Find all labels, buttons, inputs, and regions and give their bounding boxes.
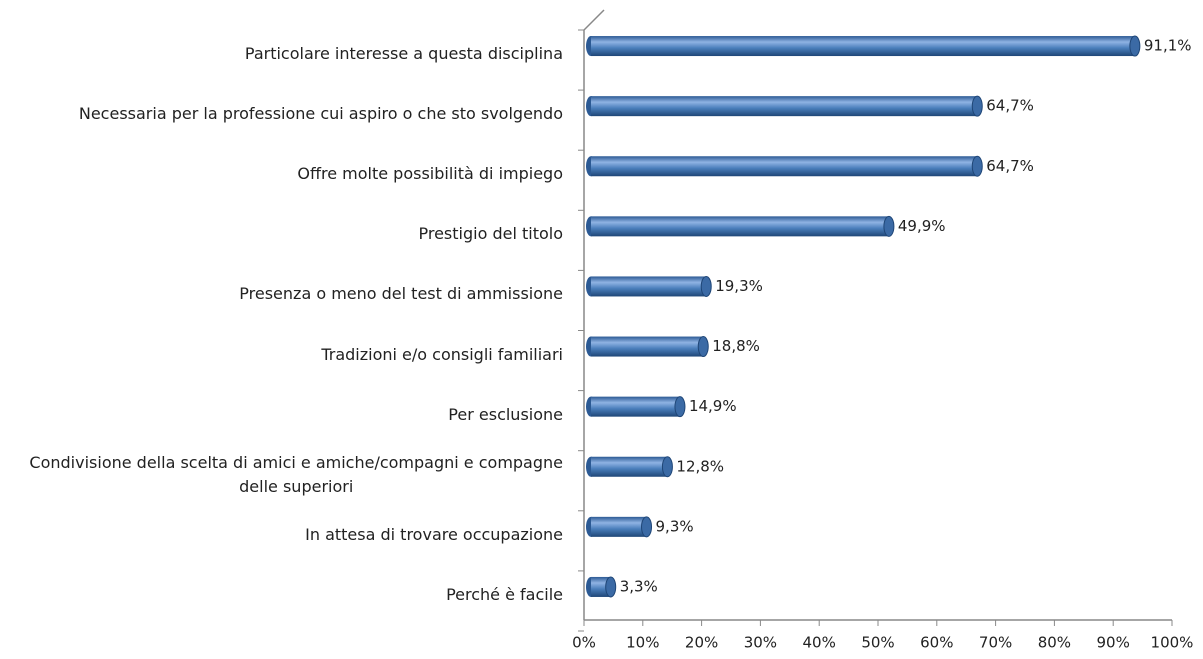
bar <box>586 155 983 177</box>
value-label: 64,7% <box>986 97 1034 115</box>
bar-part <box>641 516 653 538</box>
bar <box>586 35 1141 57</box>
bar-part <box>591 156 978 177</box>
x-tick-label: 100% <box>1151 634 1194 652</box>
value-label: 14,9% <box>689 397 737 415</box>
bar-part <box>661 456 673 478</box>
category-label: Tradizioni e/o consigli familiari <box>321 344 563 364</box>
bar-part <box>605 576 617 598</box>
bar <box>586 336 709 358</box>
bar-part <box>591 96 978 117</box>
category-label: Offre molte possibilità di impiego <box>297 164 563 184</box>
category-label: Condivisione della scelta di amici e ami… <box>29 452 563 496</box>
category-label: In attesa di trovare occupazione <box>305 524 563 544</box>
bar-part <box>591 216 889 237</box>
bar-part <box>883 215 895 237</box>
bar-part <box>971 95 983 117</box>
value-label: 18,8% <box>712 337 760 355</box>
bar <box>586 396 686 418</box>
category-label: Presenza o meno del test di ammissione <box>239 284 563 304</box>
value-label: 64,7% <box>986 157 1034 175</box>
x-tick-label: 40% <box>803 634 836 652</box>
bar-part <box>591 576 611 597</box>
value-label: 91,1% <box>1144 37 1192 55</box>
bar <box>586 215 895 237</box>
bar <box>586 456 673 478</box>
bar-part <box>700 275 712 297</box>
bar <box>586 516 653 538</box>
x-tick-label: 80% <box>1038 634 1071 652</box>
x-tick-label: 90% <box>1097 634 1130 652</box>
bar <box>586 275 712 297</box>
bar <box>586 95 983 117</box>
x-tick-label: 20% <box>685 634 718 652</box>
x-tick-label: 0% <box>572 634 596 652</box>
category-label: Per esclusione <box>448 404 563 424</box>
bar-part <box>674 396 686 418</box>
bar-part <box>591 276 707 297</box>
value-label: 9,3% <box>656 517 694 535</box>
bar-part <box>591 456 668 477</box>
bar <box>586 576 617 598</box>
x-tick-label: 70% <box>979 634 1012 652</box>
x-tick-label: 10% <box>626 634 659 652</box>
bar-part <box>591 36 1135 57</box>
category-label: Prestigio del titolo <box>418 224 563 244</box>
value-label: 3,3% <box>620 577 658 595</box>
category-label: Necessaria per la professione cui aspiro… <box>78 104 563 124</box>
category-label: Particolare interesse a questa disciplin… <box>244 44 563 64</box>
x-tick-label: 30% <box>744 634 777 652</box>
category-label: Perché è facile <box>446 584 563 604</box>
bar-part <box>971 155 983 177</box>
bar-part <box>591 516 647 537</box>
value-label: 49,9% <box>898 217 946 235</box>
x-tick-label: 50% <box>861 634 894 652</box>
value-label: 19,3% <box>715 277 763 295</box>
bar-part <box>697 336 709 358</box>
x-tick-label: 60% <box>920 634 953 652</box>
bar-part <box>591 336 704 357</box>
bar-part <box>1129 35 1141 57</box>
bar-part <box>591 396 680 417</box>
value-label: 12,8% <box>676 457 724 475</box>
